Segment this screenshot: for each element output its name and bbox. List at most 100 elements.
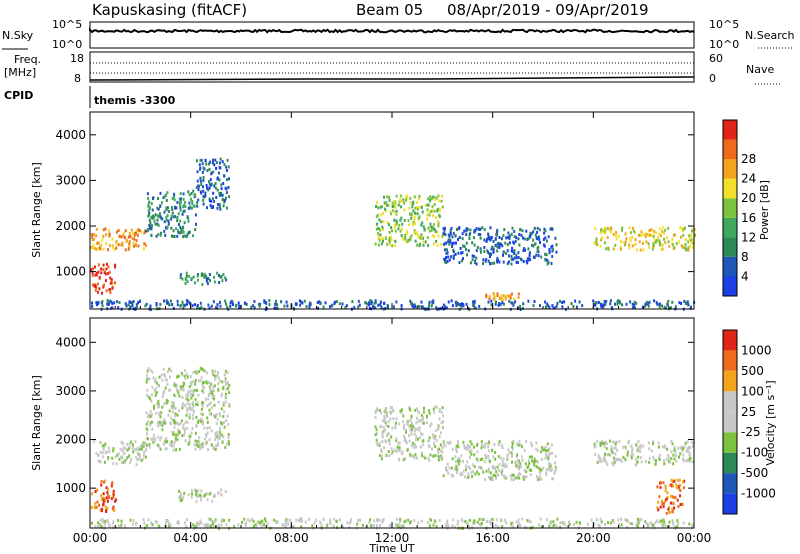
- data-cell: [421, 433, 424, 436]
- data-cell: [496, 245, 499, 249]
- data-cell: [410, 414, 413, 418]
- data-cell: [259, 302, 262, 306]
- scatter-region-0: [90, 227, 147, 252]
- data-cell: [490, 303, 493, 307]
- x-tick-label: 20:00: [576, 531, 611, 545]
- data-cell: [109, 299, 112, 303]
- data-cell: [208, 182, 211, 186]
- data-cell: [631, 244, 634, 248]
- data-cell: [464, 446, 467, 450]
- data-cell: [113, 248, 116, 251]
- data-cell: [106, 499, 109, 503]
- data-cell: [539, 468, 541, 471]
- data-cell: [491, 475, 494, 479]
- data-cell: [682, 486, 685, 490]
- data-cell: [450, 473, 453, 477]
- data-cell: [214, 378, 217, 382]
- data-cell: [254, 523, 257, 527]
- data-cell: [397, 525, 400, 529]
- data-cell: [447, 441, 450, 445]
- data-cell: [186, 215, 189, 219]
- data-cell: [151, 427, 154, 431]
- data-cell: [264, 519, 267, 523]
- data-cell: [435, 216, 438, 219]
- data-cell: [496, 292, 499, 296]
- data-cell: [687, 240, 690, 244]
- velocity-cbar-tick: -100: [741, 446, 768, 460]
- data-cell: [157, 420, 160, 424]
- data-cell: [191, 402, 194, 406]
- data-cell: [543, 244, 546, 248]
- data-cell: [510, 249, 513, 253]
- data-cell: [198, 522, 201, 526]
- data-cell: [619, 245, 622, 249]
- data-cell: [424, 456, 427, 460]
- data-cell: [537, 477, 540, 481]
- data-cell: [511, 246, 514, 250]
- data-cell: [519, 228, 522, 232]
- data-cell: [226, 370, 229, 374]
- data-cell: [111, 507, 114, 511]
- data-cell: [414, 239, 417, 243]
- data-cell: [403, 201, 406, 205]
- data-cell: [501, 463, 504, 467]
- data-cell: [381, 236, 384, 240]
- data-cell: [433, 410, 436, 414]
- data-cell: [193, 410, 196, 413]
- data-cell: [243, 517, 246, 521]
- data-cell: [483, 518, 486, 521]
- data-cell: [201, 400, 204, 404]
- data-cell: [212, 191, 215, 195]
- data-cell: [598, 524, 601, 528]
- data-cell: [97, 525, 100, 529]
- data-cell: [97, 263, 100, 267]
- data-cell: [406, 420, 409, 424]
- data-cell: [107, 495, 110, 499]
- data-cell: [517, 463, 520, 467]
- data-cell: [610, 227, 613, 231]
- data-cell: [536, 478, 539, 482]
- data-cell: [135, 303, 138, 307]
- data-cell: [274, 302, 277, 306]
- data-cell: [647, 301, 650, 305]
- data-cell: [374, 242, 377, 246]
- data-cell: [626, 453, 629, 457]
- data-cell: [283, 304, 286, 308]
- data-cell: [429, 424, 432, 428]
- data-cell: [189, 435, 192, 438]
- data-cell: [183, 521, 186, 525]
- data-cell: [172, 229, 175, 233]
- data-cell: [377, 227, 380, 230]
- data-cell: [492, 466, 494, 470]
- data-cell: [481, 457, 484, 461]
- data-cell: [458, 261, 461, 264]
- data-cell: [457, 302, 459, 306]
- data-cell: [601, 236, 604, 240]
- data-cell: [100, 509, 103, 513]
- data-cell: [452, 250, 455, 254]
- data-cell: [112, 489, 115, 493]
- data-cell: [415, 206, 418, 210]
- data-cell: [341, 523, 343, 527]
- data-cell: [215, 167, 218, 170]
- data-cell: [95, 301, 98, 305]
- data-cell: [120, 243, 123, 247]
- data-cell: [112, 521, 114, 525]
- data-cell: [384, 439, 387, 443]
- data-cell: [318, 300, 321, 304]
- data-cell: [621, 303, 624, 307]
- data-cell: [217, 523, 220, 527]
- data-cell: [478, 522, 481, 526]
- data-cell: [499, 294, 502, 298]
- data-cell: [409, 201, 412, 204]
- velocity-cbar-tick: 1000: [741, 343, 772, 357]
- data-cell: [216, 430, 219, 434]
- data-cell: [405, 229, 408, 233]
- data-cell: [492, 292, 495, 296]
- data-cell: [628, 439, 630, 443]
- freq-trace: [89, 76, 694, 81]
- data-cell: [148, 413, 151, 417]
- nave-label: Nave: [746, 63, 774, 76]
- data-cell: [527, 459, 530, 463]
